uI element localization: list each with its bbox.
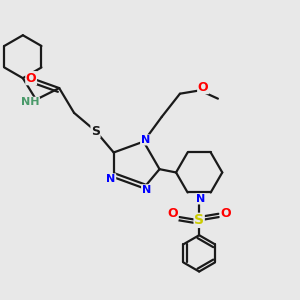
Text: NH: NH [21, 97, 39, 107]
Text: N: N [141, 135, 150, 145]
Text: S: S [194, 213, 204, 227]
Text: N: N [106, 174, 116, 184]
Text: N: N [196, 194, 206, 204]
Text: O: O [26, 72, 36, 85]
Text: S: S [91, 124, 100, 137]
Text: O: O [167, 207, 178, 220]
Text: N: N [142, 185, 151, 195]
Text: O: O [198, 81, 208, 94]
Text: O: O [220, 207, 231, 220]
